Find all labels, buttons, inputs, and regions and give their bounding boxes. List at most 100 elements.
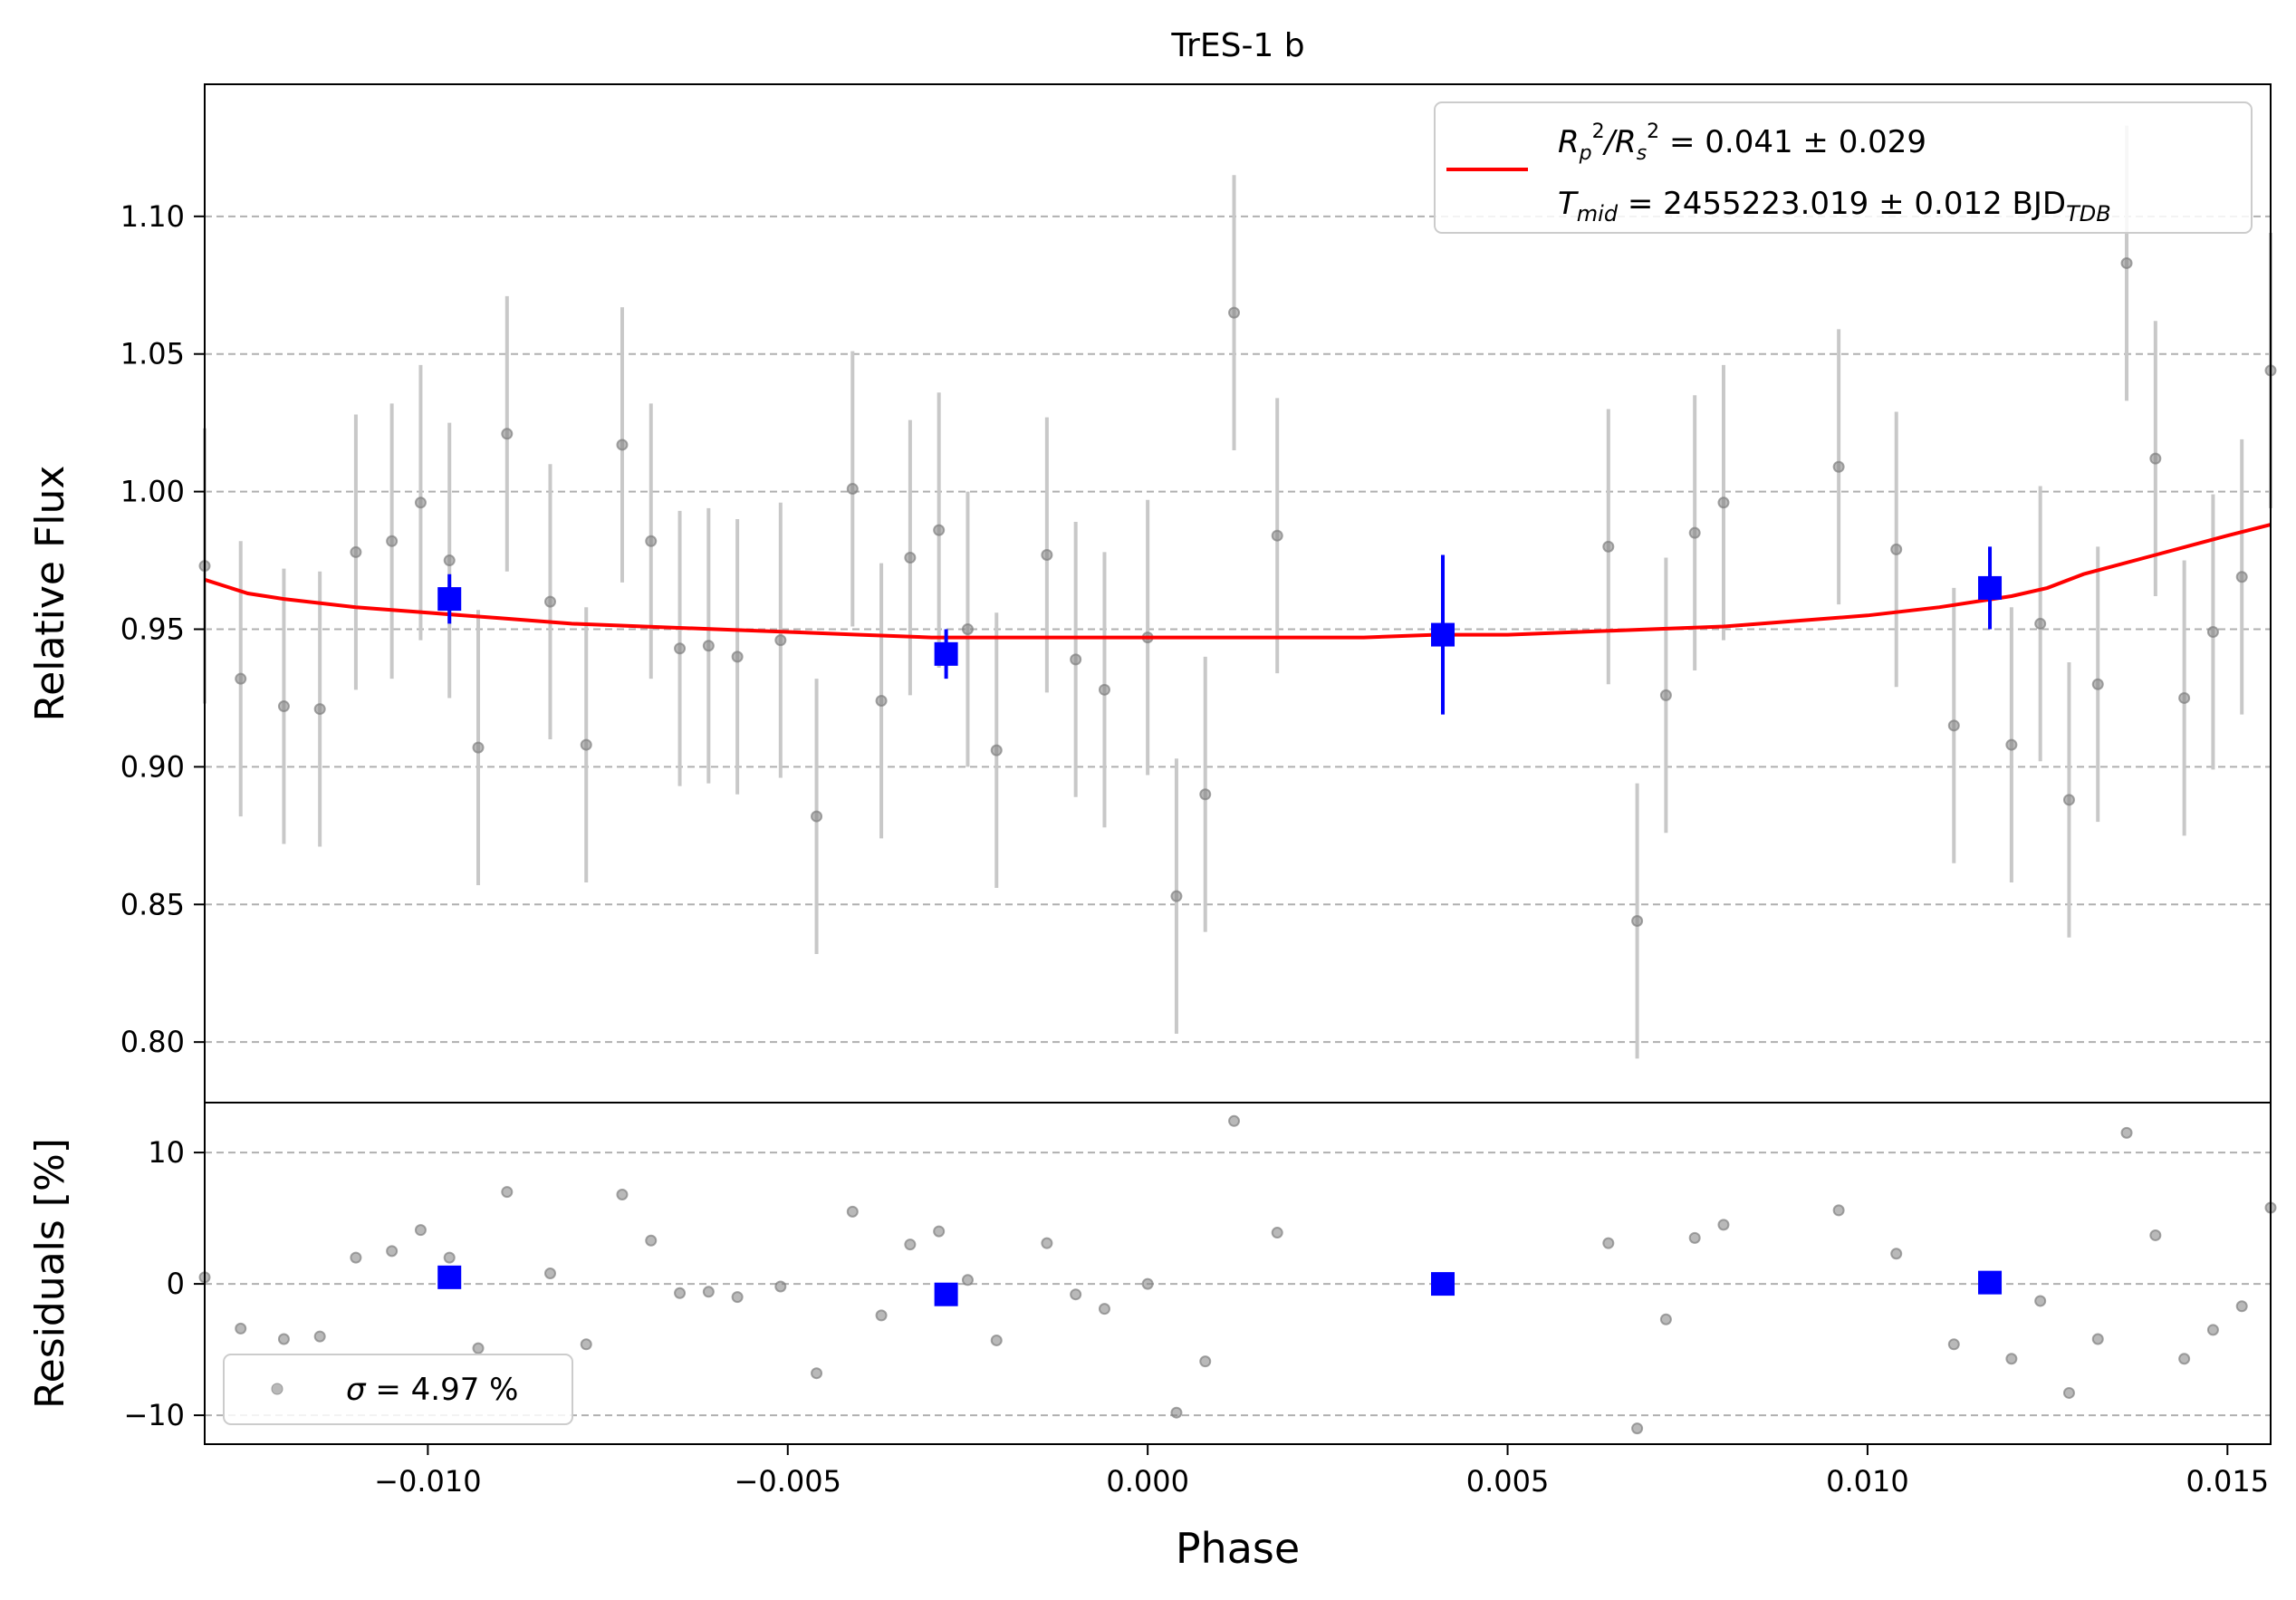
binned-residual-point (1978, 1270, 2003, 1295)
flux-data-point (1832, 460, 1845, 473)
flux-points (198, 256, 2277, 928)
residual-point (277, 1333, 290, 1345)
residuals-y-tick-label: 10 (148, 1135, 185, 1170)
residual-point (443, 1251, 456, 1264)
residual-point (674, 1287, 687, 1299)
residual-point (1170, 1406, 1183, 1419)
flux-data-point (875, 694, 888, 707)
residual-point (1141, 1277, 1154, 1290)
flux-data-point (990, 744, 1003, 757)
flux-data-point (1098, 683, 1110, 696)
residual-point (1199, 1355, 1212, 1368)
flux-data-point (2149, 452, 2162, 465)
phase-x-tick-label: −0.010 (374, 1464, 481, 1499)
binned-flux-point (934, 641, 958, 666)
residual-point (472, 1342, 485, 1354)
phase-x-tick-label: 0.010 (1826, 1464, 1909, 1499)
flux-y-tick-label: 1.05 (120, 337, 185, 371)
binned-residual-point (437, 1265, 462, 1289)
flux-data-point (2206, 626, 2219, 639)
flux-data-point (2178, 691, 2191, 704)
binned-residual-point (1431, 1272, 1455, 1296)
binned-residual-points (437, 1265, 2003, 1306)
legend-rs-superscript: 2 (1647, 120, 1659, 143)
residual-point (386, 1245, 399, 1258)
residual-point (1659, 1313, 1672, 1325)
legend-rp-rs-entry: Rp2/Rs2 = 0.041 ± 0.029 (1558, 120, 1926, 165)
residual-point (2062, 1386, 2075, 1399)
flux-data-point (731, 651, 744, 663)
residual-point (846, 1205, 859, 1218)
flux-data-point (2005, 738, 2018, 751)
phase-x-tick-label: 0.000 (1106, 1464, 1189, 1499)
residual-point (731, 1291, 744, 1304)
residual-point (1070, 1288, 1082, 1301)
residuals-y-ticks: −10 0 10 (123, 1135, 205, 1432)
residual-point (904, 1239, 917, 1251)
residuals-panel-frame (204, 1102, 2272, 1445)
legend-rs-symbol: /R (1602, 124, 1637, 160)
legend-residual-marker (271, 1383, 283, 1395)
legend-sigma-value: = 4.97 % (366, 1372, 519, 1408)
chart-title: TrES-1 b (1170, 27, 1304, 64)
binned-points (437, 575, 2003, 666)
flux-y-tick-label: 0.80 (120, 1025, 185, 1059)
residual-point (875, 1309, 888, 1322)
flux-legend: Rp2/Rs2 = 0.041 ± 0.029 Tmid = 2455223.0… (1434, 101, 2253, 234)
binned-flux-point (437, 587, 462, 612)
residual-point (1228, 1114, 1241, 1127)
residual-point (1688, 1231, 1701, 1244)
flux-data-point (277, 700, 290, 713)
residual-point (2149, 1229, 2162, 1241)
residual-point (2034, 1295, 2047, 1307)
residuals-y-tick-label: −10 (123, 1398, 185, 1432)
binned-flux-point (1431, 622, 1455, 647)
residual-point (414, 1224, 427, 1237)
residual-point (2206, 1324, 2219, 1336)
flux-legend-box (1434, 101, 2253, 234)
flux-y-axis-label: Relative Flux (27, 466, 73, 722)
legend-rp-subscript: p (1579, 142, 1592, 165)
flux-data-point (414, 496, 427, 509)
residual-point (2005, 1353, 2018, 1365)
residual-point (1890, 1248, 1903, 1260)
flux-data-point (674, 642, 687, 655)
phase-x-tick-label: 0.005 (1466, 1464, 1550, 1499)
residual-point (702, 1286, 715, 1298)
flux-data-point (386, 535, 399, 547)
legend-tdb-subscript: TDB (2066, 201, 2111, 227)
flux-data-point (846, 483, 859, 496)
flux-data-point (645, 535, 658, 547)
flux-data-point (702, 640, 715, 652)
residual-point (1098, 1303, 1110, 1316)
residual-point (961, 1274, 974, 1287)
legend-tmid-symbol: T (1558, 186, 1579, 222)
legend-tmid-subscript: mid (1577, 201, 1619, 227)
flux-data-point (501, 428, 514, 440)
residual-point (1271, 1227, 1283, 1239)
phase-x-axis-label: Phase (1176, 1524, 1300, 1573)
flux-data-point (2120, 256, 2133, 269)
flux-data-point (811, 810, 823, 823)
flux-data-point (774, 634, 787, 647)
flux-data-point (443, 554, 456, 567)
flux-data-point (1602, 540, 1615, 553)
residual-point (313, 1330, 326, 1343)
legend-tmid-entry: Tmid = 2455223.019 ± 0.012 BJDTDB (1558, 186, 2111, 227)
flux-y-tick-label: 0.95 (120, 612, 185, 646)
legend-sigma-symbol: σ (346, 1372, 367, 1408)
residual-point (580, 1338, 592, 1351)
phase-x-tick-label: −0.005 (735, 1464, 841, 1499)
flux-y-ticks: 0.80 0.85 0.90 0.95 1.00 1.05 1.10 (120, 199, 205, 1059)
residual-point (616, 1189, 629, 1200)
flux-data-point (1631, 915, 1644, 928)
residual-point (2091, 1333, 2104, 1345)
flux-data-point (1890, 543, 1903, 555)
residuals-y-axis-label: Residuals [%] (27, 1138, 73, 1409)
flux-data-point (1228, 306, 1241, 319)
legend-sigma-entry: σ = 4.97 % (346, 1372, 518, 1408)
binned-residual-point (934, 1282, 958, 1306)
